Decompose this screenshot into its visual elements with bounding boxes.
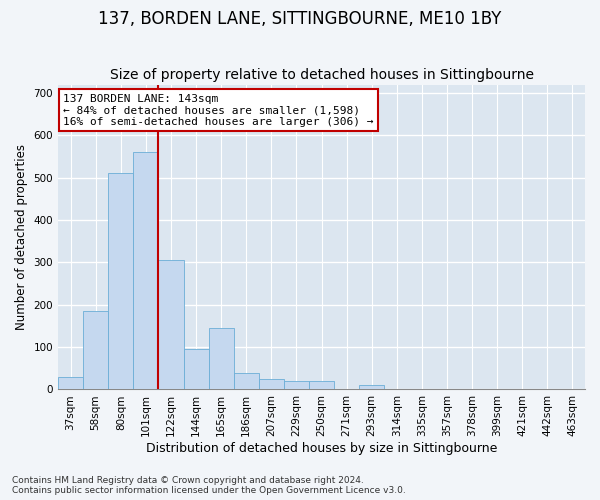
Bar: [184, 349, 209, 390]
Text: 137 BORDEN LANE: 143sqm
← 84% of detached houses are smaller (1,598)
16% of semi: 137 BORDEN LANE: 143sqm ← 84% of detache…: [64, 94, 374, 127]
X-axis label: Distribution of detached houses by size in Sittingbourne: Distribution of detached houses by size …: [146, 442, 497, 455]
Text: Contains HM Land Registry data © Crown copyright and database right 2024.
Contai: Contains HM Land Registry data © Crown c…: [12, 476, 406, 495]
Bar: [209, 328, 233, 390]
Y-axis label: Number of detached properties: Number of detached properties: [15, 144, 28, 330]
Bar: [133, 152, 158, 390]
Bar: [284, 381, 309, 390]
Text: 137, BORDEN LANE, SITTINGBOURNE, ME10 1BY: 137, BORDEN LANE, SITTINGBOURNE, ME10 1B…: [98, 10, 502, 28]
Bar: [259, 379, 284, 390]
Bar: [309, 381, 334, 390]
Bar: [359, 385, 384, 390]
Bar: [58, 377, 83, 390]
Bar: [108, 174, 133, 390]
Bar: [158, 260, 184, 390]
Bar: [83, 311, 108, 390]
Bar: [233, 374, 259, 390]
Title: Size of property relative to detached houses in Sittingbourne: Size of property relative to detached ho…: [110, 68, 533, 82]
